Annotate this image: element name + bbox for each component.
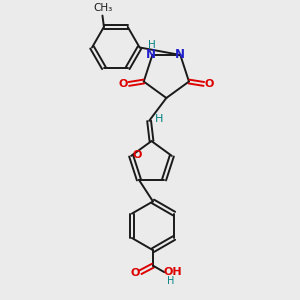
Text: O: O: [205, 79, 214, 89]
Text: O: O: [130, 268, 140, 278]
Text: H: H: [167, 276, 174, 286]
Text: CH₃: CH₃: [93, 3, 113, 13]
Text: N: N: [146, 48, 156, 61]
Text: N: N: [175, 49, 185, 62]
Text: O: O: [119, 79, 128, 89]
Text: H: H: [154, 114, 163, 124]
Text: O: O: [132, 150, 142, 160]
Text: H: H: [148, 40, 156, 50]
Text: OH: OH: [163, 268, 182, 278]
